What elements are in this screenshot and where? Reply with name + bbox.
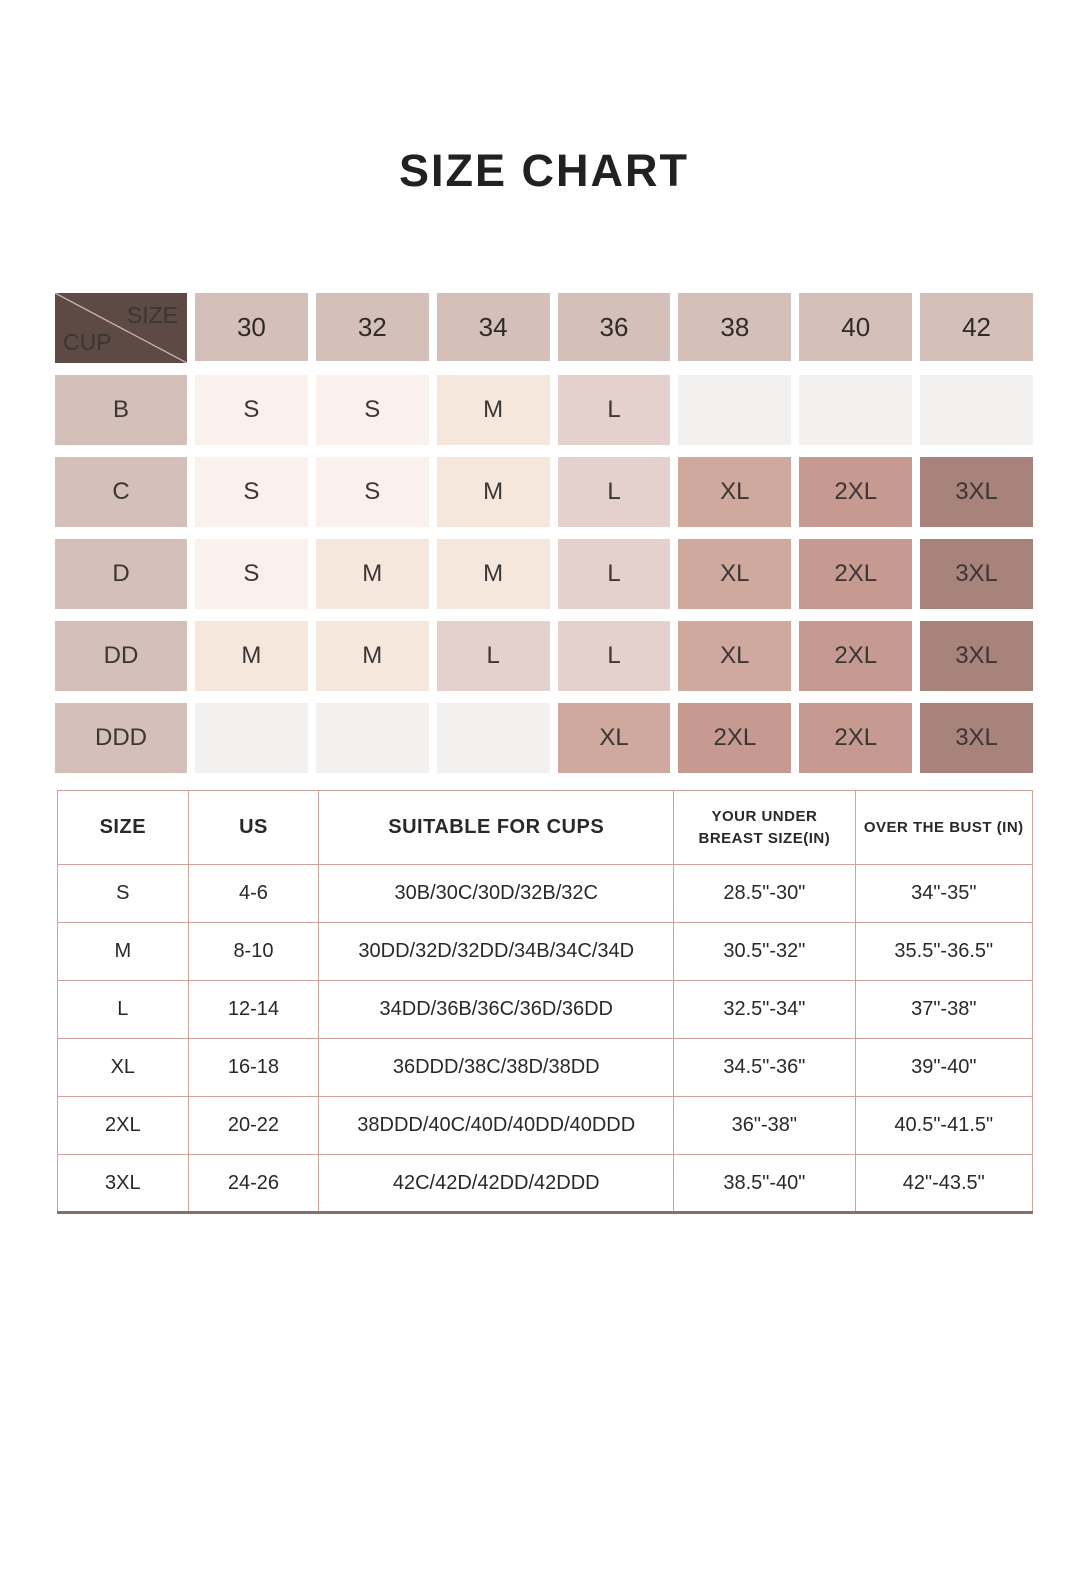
band-size-header: 36	[557, 293, 671, 361]
matrix-size-cell: 2XL	[799, 703, 913, 773]
page-title: SIZE CHART	[399, 145, 689, 196]
matrix-size-cell: S	[315, 375, 429, 445]
size-table-row: L 12-14 34DD/36B/36C/36D/36DD 32.5"-34" 37"-…	[57, 980, 1034, 1039]
matrix-size-cell: XL	[557, 703, 671, 773]
size-table-cell: 30B/30C/30D/32B/32C	[318, 864, 675, 923]
size-table-cell: 36DDD/38C/38D/38DD	[318, 1038, 675, 1097]
matrix-size-cell: L	[557, 539, 671, 609]
matrix-size-cell: XL	[678, 621, 792, 691]
size-table-header: SUITABLE FOR CUPS	[318, 790, 675, 865]
matrix-size-cell: 2XL	[799, 621, 913, 691]
matrix-size-cell: XL	[678, 539, 792, 609]
size-table-cell: 38.5"-40"	[673, 1154, 856, 1213]
size-table-cell: 2XL	[57, 1096, 189, 1155]
size-table-cell: 35.5"-36.5"	[854, 922, 1034, 981]
size-table-body: S 4-6 30B/30C/30D/32B/32C 28.5"-30" 34"-35" M…	[57, 864, 1034, 1213]
size-table-cell: 32.5"-34"	[673, 980, 856, 1039]
cup-row-label: DD	[55, 621, 187, 691]
size-table-cell: 28.5"-30"	[673, 864, 856, 923]
band-size-header: 32	[315, 293, 429, 361]
size-table-row: S 4-6 30B/30C/30D/32B/32C 28.5"-30" 34"-35"	[57, 864, 1034, 923]
size-table-cell: 34DD/36B/36C/36D/36DD	[318, 980, 675, 1039]
cup-row-label: C	[55, 457, 187, 527]
band-size-header: 30	[195, 293, 308, 361]
matrix-size-cell: L	[557, 457, 671, 527]
size-table-head: SIZE US SUITABLE FOR CUPS YOUR UNDER BREAST…	[57, 790, 1034, 865]
matrix-corner-cell: SIZE CUP	[55, 293, 187, 363]
matrix-empty-cell	[920, 375, 1033, 445]
size-table-cell: 24-26	[187, 1154, 320, 1213]
size-table-cell: 20-22	[187, 1096, 320, 1155]
band-size-header: 40	[799, 293, 913, 361]
matrix-size-cell: M	[436, 457, 550, 527]
size-table-cell: 30DD/32D/32DD/34B/34C/34D	[318, 922, 675, 981]
matrix-size-cell: L	[436, 621, 550, 691]
matrix-empty-cell	[799, 375, 913, 445]
size-table-cell: 8-10	[187, 922, 320, 981]
size-table-cell: XL	[57, 1038, 189, 1097]
matrix-empty-cell	[195, 703, 308, 773]
size-table-row: 2XL 20-22 38DDD/40C/40D/40DD/40DDD 36"-38" 4…	[57, 1096, 1034, 1155]
matrix-size-cell: 3XL	[920, 621, 1033, 691]
size-table-cell: 3XL	[57, 1154, 189, 1213]
matrix-empty-cell	[678, 375, 792, 445]
cup-row-label: DDD	[55, 703, 187, 773]
matrix-size-cell: XL	[678, 457, 792, 527]
size-table-cell: 16-18	[187, 1038, 320, 1097]
corner-cup-label: CUP	[63, 329, 112, 355]
size-table-cell: 38DDD/40C/40D/40DD/40DDD	[318, 1096, 675, 1155]
matrix-size-cell: 3XL	[920, 703, 1033, 773]
cup-band-size-matrix: SIZE CUP 30 32 34 36 38 40 42 B S S M L C S S M L XL 2XL 3X…	[55, 293, 1033, 773]
size-table-cell: 34"-35"	[854, 864, 1034, 923]
size-table-cell: 37"-38"	[854, 980, 1034, 1039]
cup-row-label: D	[55, 539, 187, 609]
matrix-size-cell: 2XL	[678, 703, 792, 773]
matrix-size-cell: 2XL	[799, 539, 913, 609]
size-table-cell: S	[57, 864, 189, 923]
matrix-size-cell: S	[195, 375, 308, 445]
size-table-cell: 34.5"-36"	[673, 1038, 856, 1097]
cup-row-label: B	[55, 375, 187, 445]
matrix-size-cell: S	[195, 457, 308, 527]
matrix-size-cell: M	[436, 375, 550, 445]
matrix-size-cell: L	[557, 621, 671, 691]
matrix-size-cell: L	[557, 375, 671, 445]
band-size-header: 42	[920, 293, 1033, 361]
size-table-cell: 36"-38"	[673, 1096, 856, 1155]
size-table-cell: M	[57, 922, 189, 981]
matrix-size-cell: 3XL	[920, 457, 1033, 527]
matrix-empty-cell	[315, 703, 429, 773]
size-table-row: 3XL 24-26 42C/42D/42DD/42DDD 38.5"-40" 42"-4…	[57, 1154, 1034, 1213]
size-detail-table: SIZE US SUITABLE FOR CUPS YOUR UNDER BREAST…	[57, 790, 1034, 1214]
matrix-size-cell: M	[436, 539, 550, 609]
matrix-empty-cell	[436, 703, 550, 773]
size-table-row: XL 16-18 36DDD/38C/38D/38DD 34.5"-36" 39"-40…	[57, 1038, 1034, 1097]
size-chart-page: SIZE CHART SIZE CUP 30 32 34 36 38 40 42 B S S M L C…	[0, 148, 1088, 1214]
matrix-size-cell: M	[315, 539, 429, 609]
size-table-header: US	[187, 790, 320, 865]
size-table-cell: 12-14	[187, 980, 320, 1039]
size-table-header: SIZE	[57, 790, 189, 865]
size-table-cell: 39"-40"	[854, 1038, 1034, 1097]
matrix-size-cell: M	[195, 621, 308, 691]
corner-size-label: SIZE	[126, 302, 178, 328]
size-table-cell: 4-6	[187, 864, 320, 923]
matrix-size-cell: S	[195, 539, 308, 609]
size-table-cell: 30.5"-32"	[673, 922, 856, 981]
size-table-row: M 8-10 30DD/32D/32DD/34B/34C/34D 30.5"-32" 3…	[57, 922, 1034, 981]
size-table-header: OVER THE BUST (IN)	[854, 790, 1034, 865]
size-table-cell: 42C/42D/42DD/42DDD	[318, 1154, 675, 1213]
size-table-header-row: SIZE US SUITABLE FOR CUPS YOUR UNDER BREAST…	[57, 790, 1034, 865]
matrix-size-cell: 2XL	[799, 457, 913, 527]
matrix-size-cell: S	[315, 457, 429, 527]
matrix-size-cell: M	[315, 621, 429, 691]
size-table-cell: 42"-43.5"	[854, 1154, 1034, 1213]
matrix-size-cell: 3XL	[920, 539, 1033, 609]
band-size-header: 38	[678, 293, 792, 361]
size-table-cell: 40.5"-41.5"	[854, 1096, 1034, 1155]
size-table-cell: L	[57, 980, 189, 1039]
size-table-header: YOUR UNDER BREAST SIZE(IN)	[673, 790, 856, 865]
band-size-header: 34	[436, 293, 550, 361]
diagonal-divider-line	[55, 293, 187, 363]
